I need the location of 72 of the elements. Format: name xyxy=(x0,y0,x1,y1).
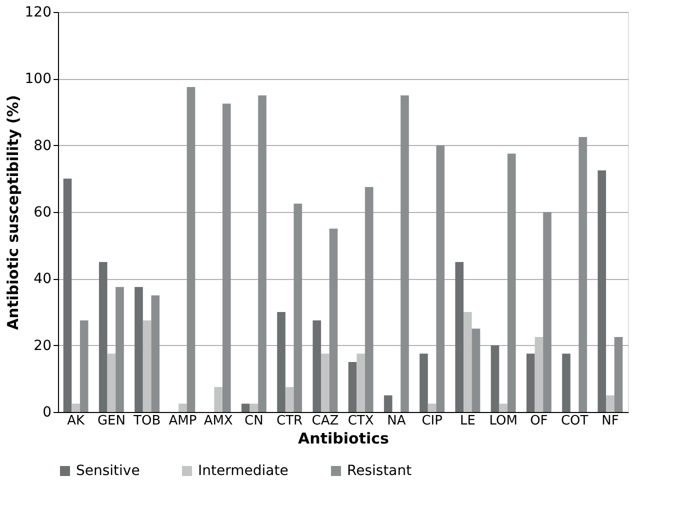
bar xyxy=(356,354,365,412)
bar xyxy=(321,354,330,412)
bar xyxy=(472,328,480,412)
x-tick-label: NA xyxy=(387,414,406,428)
x-tick-label: CTR xyxy=(276,414,303,428)
bar xyxy=(63,178,72,412)
bar xyxy=(428,404,436,412)
bar xyxy=(312,320,322,412)
bar xyxy=(258,95,266,412)
x-tick-label: AK xyxy=(67,414,85,428)
bar xyxy=(543,212,552,412)
bar xyxy=(348,362,357,412)
bar xyxy=(142,320,152,412)
bar xyxy=(436,145,445,412)
bar xyxy=(116,287,124,412)
x-axis-title: Antibiotics xyxy=(298,430,390,448)
x-tick-label: OF xyxy=(530,414,548,428)
bar xyxy=(606,395,614,412)
bar xyxy=(80,320,88,412)
bar xyxy=(384,395,392,412)
bar xyxy=(400,95,409,412)
bar xyxy=(562,354,570,412)
bar xyxy=(186,87,196,412)
bar xyxy=(241,404,250,412)
x-tick-label: LE xyxy=(460,414,476,428)
bar xyxy=(490,345,500,412)
y-tick-label: 0 xyxy=(42,404,52,420)
bar xyxy=(364,187,374,412)
bar xyxy=(178,404,187,412)
legend-label: Intermediate xyxy=(198,463,288,479)
bar xyxy=(534,337,544,412)
x-tick-label: AMP xyxy=(168,414,197,428)
bar xyxy=(107,354,116,412)
y-tick-label: 60 xyxy=(34,204,52,220)
bar xyxy=(250,404,258,412)
y-tick-label: 100 xyxy=(24,71,52,88)
bar xyxy=(420,354,428,412)
bar xyxy=(507,154,516,412)
bar xyxy=(294,204,302,412)
bar xyxy=(464,312,472,412)
bar xyxy=(285,387,294,412)
bar xyxy=(455,262,464,412)
x-tick-label: CAZ xyxy=(312,414,339,428)
x-tick-label: NF xyxy=(602,414,619,428)
x-tick-label: GEN xyxy=(97,414,126,428)
bar xyxy=(614,337,623,412)
bar xyxy=(134,287,143,412)
x-tick-label: LOM xyxy=(489,414,518,428)
y-axis-title: Antibiotic susceptibility (%) xyxy=(4,95,22,330)
bar xyxy=(151,295,160,412)
bar xyxy=(526,354,535,412)
bar xyxy=(277,312,286,412)
bar xyxy=(214,387,222,412)
bar xyxy=(499,404,508,412)
bar xyxy=(222,104,231,412)
bar xyxy=(578,137,588,412)
y-tick-label: 20 xyxy=(34,338,52,354)
x-tick-label: COT xyxy=(560,414,588,428)
y-tick-label: 40 xyxy=(34,271,52,288)
x-tick-label: CTX xyxy=(348,414,374,428)
x-tick-label: CN xyxy=(244,414,264,428)
x-tick-label: AMX xyxy=(204,414,233,428)
bar xyxy=(72,404,80,412)
x-tick-label: CIP xyxy=(422,414,443,428)
legend-label: Resistant xyxy=(347,463,412,479)
legend-label: Sensitive xyxy=(76,463,140,479)
bar xyxy=(598,170,606,412)
y-tick-label: 120 xyxy=(24,4,52,20)
bar xyxy=(98,262,108,412)
bar xyxy=(329,228,338,412)
x-tick-label: TOB xyxy=(132,414,161,428)
y-tick-label: 80 xyxy=(34,138,52,154)
